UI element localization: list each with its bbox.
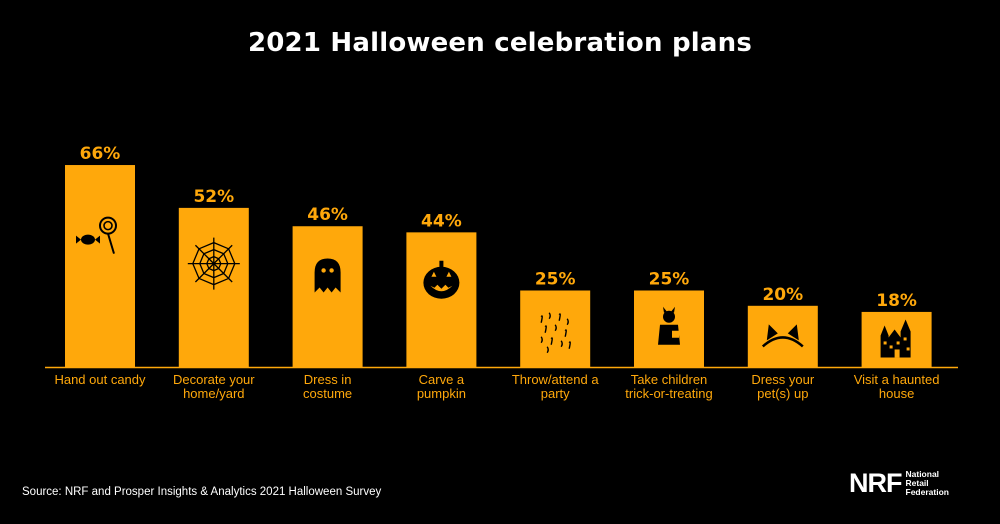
- bar: [292, 226, 363, 367]
- category-label: trick-or-treating: [625, 386, 712, 401]
- category-label: home/yard: [183, 386, 244, 401]
- haunted-house-icon: [880, 319, 911, 358]
- category-label: Throw/attend a: [512, 372, 599, 387]
- category-label: Take children: [631, 372, 708, 387]
- data-label: 18%: [876, 291, 917, 311]
- nrf-logo: NRF National Retail Federation: [849, 470, 949, 497]
- cat-ears-icon: [761, 324, 804, 348]
- pumpkin-icon: [423, 260, 460, 299]
- category-label: party: [541, 386, 570, 401]
- category-label: costume: [303, 386, 352, 401]
- data-label: 44%: [421, 211, 462, 231]
- category-label: Decorate your: [173, 372, 255, 387]
- confetti-icon: [540, 312, 571, 354]
- data-label: 25%: [535, 270, 576, 290]
- chart-title: 2021 Halloween celebration plans: [247, 28, 753, 58]
- source-note: Source: NRF and Prosper Insights & Analy…: [22, 486, 382, 498]
- spiderweb-icon: [187, 237, 240, 290]
- bar: [65, 165, 135, 367]
- data-label: 46%: [307, 205, 348, 225]
- category-label: pet(s) up: [757, 386, 808, 401]
- category-label: Dress your: [751, 372, 815, 387]
- category-label: Hand out candy: [54, 372, 146, 387]
- child-costume-icon: [658, 306, 680, 345]
- logo-text: National Retail Federation: [906, 470, 949, 497]
- category-label: Carve a: [419, 372, 465, 387]
- logo-mark: NRF: [849, 468, 902, 498]
- logo-line: National: [905, 469, 940, 479]
- category-label: house: [879, 386, 914, 401]
- category-label: Dress in: [304, 372, 352, 387]
- candy-icon: [76, 216, 117, 254]
- data-label: 25%: [649, 270, 690, 290]
- category-label: Visit a haunted: [854, 372, 940, 387]
- data-label: 52%: [193, 187, 234, 207]
- data-label: 66%: [80, 144, 121, 164]
- ghost-icon: [314, 258, 341, 293]
- data-label: 20%: [762, 285, 803, 305]
- bar: [406, 232, 477, 367]
- bar: [520, 290, 591, 367]
- category-label: pumpkin: [417, 386, 466, 401]
- logo-line: Retail: [905, 478, 929, 488]
- logo-line: Federation: [905, 487, 949, 497]
